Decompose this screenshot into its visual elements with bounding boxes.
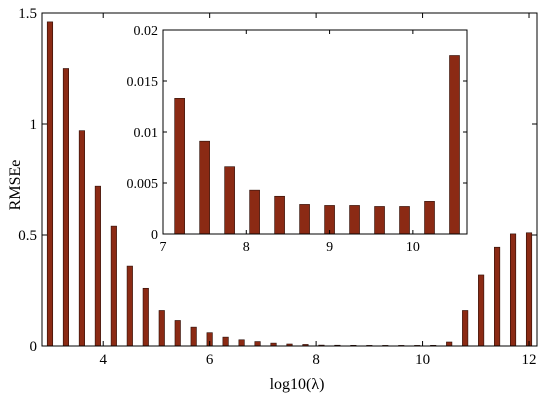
inset-bar <box>274 195 285 235</box>
inset-plot: 7 8 9 10 0 0.005 0.01 0.015 0.02 <box>127 24 468 255</box>
bar <box>94 185 101 347</box>
x-tick-label: 6 <box>206 352 214 368</box>
inset-bar <box>249 189 260 235</box>
bar <box>110 225 117 347</box>
inset-y-tick-label: 0.015 <box>127 75 159 90</box>
inset-y-tick-label: 0.01 <box>134 126 159 141</box>
y-tick-label: 1.5 <box>18 6 37 22</box>
x-tick-label: 8 <box>312 352 320 368</box>
inset-bar <box>199 140 210 235</box>
bar <box>254 341 261 347</box>
inset-y-tick-label: 0.005 <box>127 177 159 192</box>
inset-bar <box>324 205 335 235</box>
inset-bar <box>299 204 310 235</box>
inset-bar <box>399 206 410 235</box>
inset-bar <box>174 98 185 235</box>
bar <box>158 310 165 347</box>
inset-x-tick-label: 10 <box>406 240 420 255</box>
bar <box>222 336 229 347</box>
bar <box>238 339 245 347</box>
inset-x-tick-label: 9 <box>326 240 333 255</box>
inset-x-tick-label: 8 <box>243 240 250 255</box>
bar <box>62 68 70 347</box>
inset-background <box>163 30 467 234</box>
y-tick-label: 0 <box>30 339 38 355</box>
bar <box>174 320 181 347</box>
bar <box>78 130 85 347</box>
x-axis-label: log10(λ) <box>270 376 325 393</box>
y-tick-label: 1 <box>30 117 38 133</box>
bar <box>126 265 133 347</box>
inset-bar <box>449 55 460 235</box>
y-axis-label: RMSEe <box>7 160 24 211</box>
inset-y-tick-label: 0 <box>151 228 158 243</box>
inset-bar <box>224 166 235 235</box>
bar <box>190 326 197 347</box>
inset-bar <box>374 206 385 235</box>
bar <box>46 21 54 347</box>
main-plot: 4 6 8 10 12 0 0.5 1 1.5 <box>18 6 538 368</box>
bar <box>494 246 501 347</box>
y-tick-label: 0.5 <box>18 228 37 244</box>
x-tick-label: 12 <box>522 352 537 368</box>
bar <box>509 233 517 347</box>
inset-bar <box>424 201 435 235</box>
bar <box>462 310 469 347</box>
bar <box>478 274 485 347</box>
inset-y-tick-label: 0.02 <box>134 24 159 39</box>
axes-frame <box>41 12 538 347</box>
bar <box>525 232 533 347</box>
inset-bar <box>349 205 360 235</box>
bar <box>142 287 149 347</box>
bar <box>446 341 453 347</box>
inset-x-tick-label: 7 <box>160 240 167 255</box>
x-tick-label: 4 <box>99 352 107 368</box>
x-tick-label: 10 <box>415 352 430 368</box>
